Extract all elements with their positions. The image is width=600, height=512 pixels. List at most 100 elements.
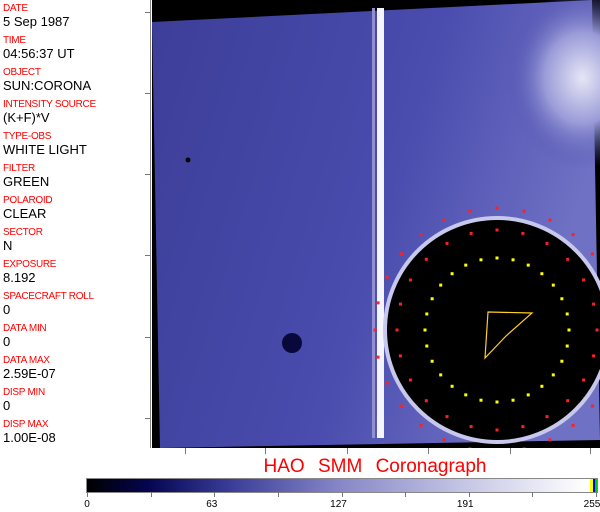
- field-value: SUN:CORONA: [3, 78, 92, 93]
- occulter-mark: [548, 438, 552, 442]
- occulter-mark: [582, 378, 586, 382]
- occulter-mark: [424, 399, 428, 403]
- occulter-mark: [592, 354, 596, 358]
- field-label: SPACECRAFT ROLL: [3, 291, 94, 302]
- occulter-mark: [408, 278, 412, 282]
- occulter-mark: [445, 241, 449, 245]
- occulter-mark: [551, 283, 555, 287]
- colorbar-tick: [214, 492, 216, 497]
- occulter-mark: [430, 359, 434, 363]
- colorbar: [86, 478, 598, 493]
- x-tick: [590, 448, 591, 454]
- occulter-mark: [479, 398, 483, 402]
- colorbar-label: 191: [456, 499, 474, 510]
- occulter-mark: [495, 256, 499, 260]
- colorbar-marker-green: [595, 479, 597, 492]
- colorbar-tick: [87, 492, 88, 497]
- colorbar-label: 127: [330, 499, 347, 510]
- field-label: DISP MAX: [3, 419, 49, 430]
- x-tick: [510, 448, 511, 454]
- occulter-mark: [595, 328, 599, 332]
- occulter-mark: [565, 344, 569, 348]
- field-value: 04:56:37 UT: [3, 46, 75, 61]
- field-value: 0: [3, 334, 11, 349]
- occulter-mark: [526, 263, 530, 267]
- field-value: CLEAR: [3, 206, 47, 221]
- occulter-mark: [522, 447, 526, 451]
- colorbar-label: 63: [206, 499, 218, 510]
- occulter-mark: [450, 384, 454, 388]
- occulter-mark: [522, 209, 526, 213]
- field-label: DATA MIN: [3, 323, 47, 334]
- field-label: INTENSITY SOURCE: [3, 99, 96, 110]
- occulter-mark: [571, 233, 575, 237]
- field-value: 5 Sep 1987: [3, 14, 70, 29]
- occulter-mark: [540, 272, 544, 276]
- occulter-mark: [385, 275, 389, 279]
- occulter-mark: [582, 278, 586, 282]
- occulter-marks: [373, 206, 599, 454]
- field-label: DATA MAX: [3, 355, 50, 366]
- occulter-mark: [469, 231, 473, 235]
- colorbar-label: 0: [84, 499, 90, 510]
- dust-spot: [282, 333, 302, 353]
- sun-outline: [484, 311, 534, 360]
- occulter-mark: [495, 400, 499, 404]
- occulter-mark: [439, 283, 443, 287]
- occulter-mark: [521, 231, 525, 235]
- occulter-mark: [442, 438, 446, 442]
- occulter-mark: [567, 328, 571, 332]
- occulter-mark: [468, 447, 472, 451]
- field-label: OBJECT: [3, 67, 41, 78]
- occulter-mark: [430, 297, 434, 301]
- colorbar-tick: [468, 492, 470, 497]
- colorbar-tick: [405, 492, 407, 497]
- field-value: 2.59E-07: [3, 366, 56, 381]
- occulter-mark: [423, 328, 427, 332]
- field-label: SECTOR: [3, 227, 43, 238]
- occulter-mark: [408, 378, 412, 382]
- occulter-mark: [400, 404, 404, 408]
- field-value: WHITE LIGHT: [3, 142, 87, 157]
- occulter-mark: [511, 398, 515, 402]
- occulter-disk: [383, 216, 600, 444]
- occulter-mark: [419, 423, 423, 427]
- occulter-mark: [425, 344, 429, 348]
- colorbar-tick: [596, 492, 597, 497]
- pylon-edge: [372, 8, 375, 438]
- occulter-mark: [400, 252, 404, 256]
- occulter-mark: [385, 381, 389, 385]
- field-value: 0: [3, 302, 11, 317]
- occulter-mark: [464, 393, 468, 397]
- occulter-mark: [551, 373, 555, 377]
- field-value: 1.00E-08: [3, 430, 56, 445]
- occulter-mark: [395, 328, 399, 332]
- occulter-mark: [373, 328, 377, 332]
- occulter-mark: [545, 241, 549, 245]
- occulter-mark: [495, 228, 499, 232]
- occulter-mark: [419, 233, 423, 237]
- y-tick: [145, 174, 150, 175]
- field-value: (K+F)*V: [3, 110, 50, 125]
- occulter-mark: [566, 399, 570, 403]
- field-value: GREEN: [3, 174, 50, 189]
- y-tick: [145, 12, 150, 13]
- x-tick: [265, 448, 266, 454]
- y-tick: [145, 418, 150, 419]
- field-label: EXPOSURE: [3, 259, 57, 270]
- occulter-mark: [398, 302, 402, 306]
- occulter-mark: [540, 384, 544, 388]
- x-tick: [347, 448, 348, 454]
- x-tick: [185, 448, 186, 454]
- y-tick: [145, 93, 150, 94]
- colorbar-marker-yellow: [590, 479, 593, 492]
- occulter-mark: [445, 415, 449, 419]
- y-tick: [145, 337, 150, 338]
- occulter-mark: [566, 257, 570, 261]
- occulter-mark: [565, 312, 569, 316]
- occulter-mark: [526, 393, 530, 397]
- occulter-mark: [439, 373, 443, 377]
- colorbar-tick: [150, 492, 152, 497]
- colorbar-tick: [277, 492, 279, 497]
- coronagraph-image: [152, 0, 600, 454]
